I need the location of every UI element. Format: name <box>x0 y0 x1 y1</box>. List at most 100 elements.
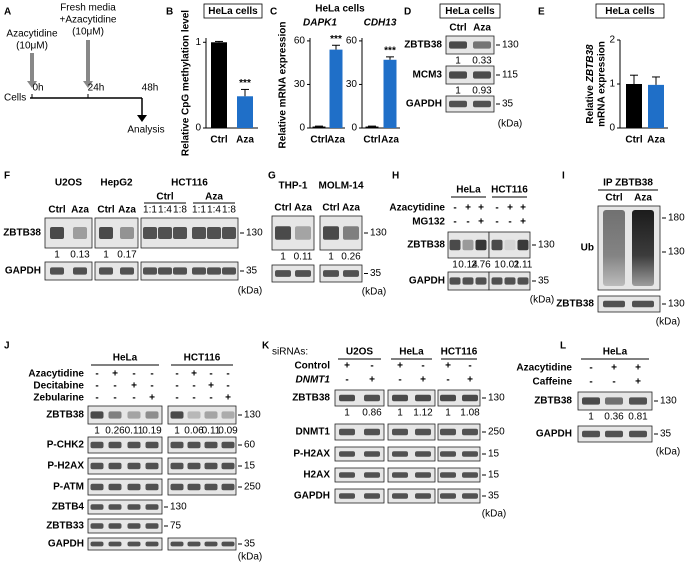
blot <box>437 423 481 441</box>
treatment-sign: - <box>589 377 592 388</box>
significance: *** <box>384 46 396 57</box>
y-tick-label: 1 <box>195 37 201 48</box>
band <box>143 227 157 239</box>
treatment-sign: - <box>150 381 153 392</box>
blot <box>387 446 436 462</box>
panel-label: E <box>538 7 545 18</box>
band <box>90 541 104 547</box>
unit-label: (kDa) <box>498 119 522 130</box>
band <box>440 472 456 478</box>
quant-label: 1 <box>455 86 461 97</box>
band <box>170 441 184 449</box>
treatment-sign: + <box>208 381 214 392</box>
marker-label: 15 <box>488 470 500 481</box>
group-label: THP-1 <box>279 181 308 192</box>
treatment-sign: + <box>611 363 617 374</box>
band <box>145 462 159 470</box>
treatment-sign: + <box>225 393 231 404</box>
quant-label: 1.12 <box>413 408 433 419</box>
band <box>187 541 201 547</box>
treatment-sign: + <box>478 217 484 228</box>
band <box>108 483 122 491</box>
band <box>221 411 235 419</box>
y-axis-label: Relative mRNA expression <box>278 22 289 149</box>
band <box>99 227 113 239</box>
marker-label: 35 <box>246 266 258 277</box>
lane-label: 1:1 <box>143 205 157 216</box>
band <box>50 227 64 239</box>
band <box>364 472 380 478</box>
quant-label: 0.19 <box>142 426 162 437</box>
row-label: ZBTB38 <box>407 240 445 251</box>
blot <box>44 261 93 281</box>
panel-label: K <box>262 341 270 352</box>
treatment-sign: + <box>520 203 526 214</box>
blot <box>167 537 237 551</box>
band <box>187 483 201 491</box>
treatment-label: MG132 <box>412 217 445 228</box>
quant-label: 1 <box>588 412 594 423</box>
band <box>222 267 236 275</box>
band <box>323 270 339 277</box>
label: Azacytidine <box>6 29 58 40</box>
quant-label: 0.26 <box>341 252 361 263</box>
blot <box>387 389 436 407</box>
marker-label: 15 <box>244 461 256 472</box>
marker-label: 130 <box>668 299 685 310</box>
band <box>392 493 408 499</box>
blot <box>334 389 385 407</box>
band <box>339 493 355 499</box>
blot <box>87 499 163 515</box>
band <box>145 411 159 419</box>
treatment-sign: - <box>421 361 424 372</box>
treatment-sign: - <box>113 393 116 404</box>
treatment-sign: - <box>345 375 348 386</box>
row-label: GAPDH <box>48 539 84 550</box>
y-axis-label-part: Relative <box>585 85 596 124</box>
band <box>173 267 187 275</box>
row-label: MCM3 <box>413 70 443 81</box>
blot <box>437 488 481 504</box>
band <box>339 428 355 436</box>
band <box>392 451 408 457</box>
band <box>127 504 141 510</box>
marker-label: 130 <box>170 502 187 513</box>
band <box>392 428 408 436</box>
band <box>108 541 122 547</box>
quant-label: 0.33 <box>472 56 492 67</box>
x-tick-label: Ctrl <box>625 135 642 146</box>
marker-label: 35 <box>370 268 382 279</box>
quant-label: 0.06 <box>184 426 204 437</box>
treatment-label: Zebularine <box>33 393 84 404</box>
quant-label: 0.14 <box>458 260 478 271</box>
blot <box>437 446 481 462</box>
lane-label: 1:1 <box>192 205 206 216</box>
marker-label: 250 <box>244 482 261 493</box>
band <box>415 493 431 499</box>
band <box>127 441 141 449</box>
band <box>415 394 431 402</box>
band <box>364 394 380 402</box>
treatment-sign: + <box>397 361 403 372</box>
label: +Azacytidine <box>60 15 117 26</box>
lane-label: Ctrl <box>274 203 291 214</box>
panel-title: HeLa cells <box>208 6 258 17</box>
band <box>632 300 654 308</box>
quant-label: 0.01 <box>500 260 520 271</box>
label: Fresh media <box>60 3 116 14</box>
band <box>339 451 355 457</box>
treatment-sign: - <box>589 363 592 374</box>
marker-label: 60 <box>244 440 256 451</box>
band <box>491 239 503 251</box>
row-label: ZBTB38 <box>534 396 572 407</box>
row-label: GAPDH <box>294 491 330 502</box>
group-label: HCT116 <box>184 353 221 364</box>
panel-label: F <box>4 171 10 182</box>
blot <box>437 389 481 407</box>
treatment-sign: + <box>149 393 155 404</box>
band <box>127 541 141 547</box>
treatment-sign: - <box>175 381 178 392</box>
band <box>629 397 647 405</box>
quant-label: 0.26 <box>105 426 125 437</box>
